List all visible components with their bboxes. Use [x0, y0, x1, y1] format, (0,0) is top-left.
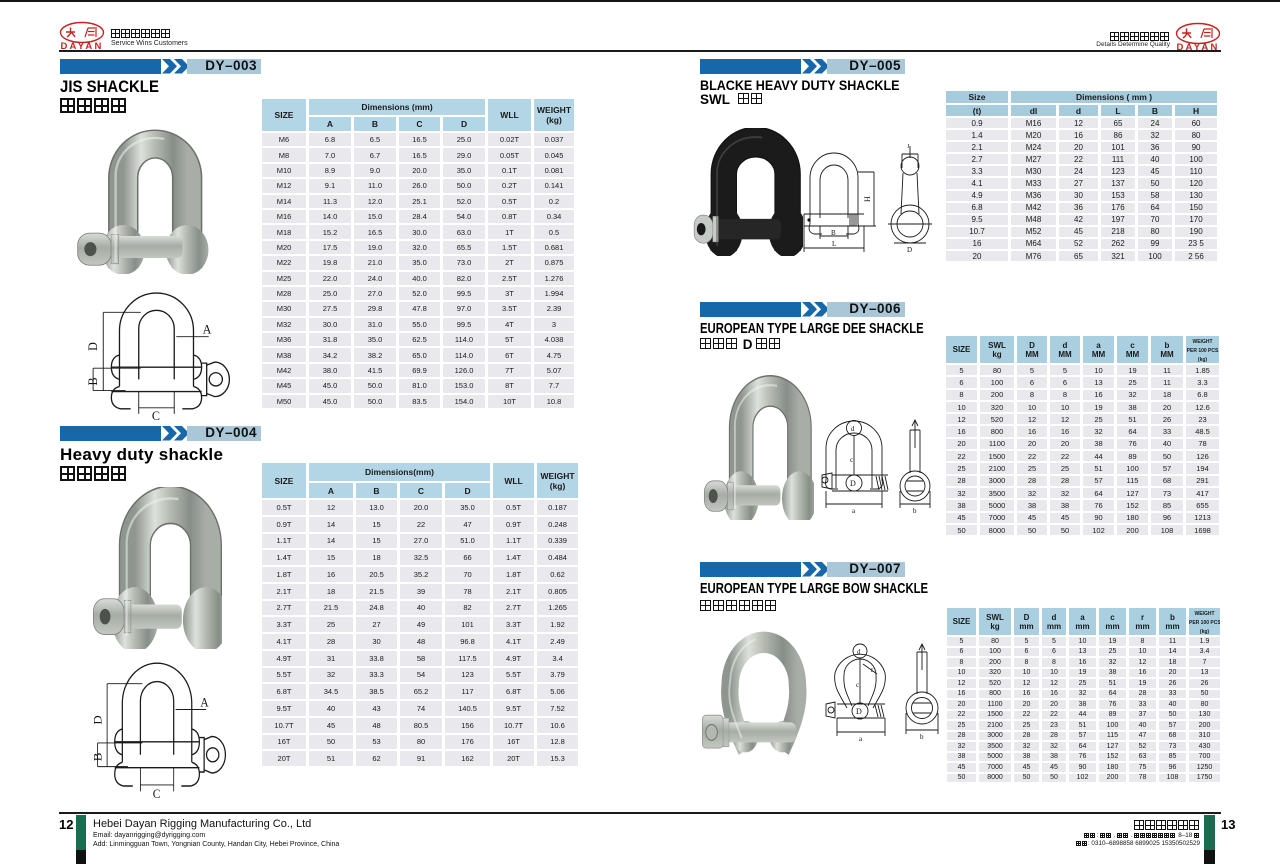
svg-text:B: B — [91, 753, 104, 762]
svg-text:J: J — [907, 144, 910, 150]
svg-text:a: a — [852, 507, 856, 515]
svg-text:B: B — [831, 229, 836, 237]
svg-text:r: r — [871, 666, 874, 674]
svg-text:c: c — [850, 456, 853, 464]
svg-text:B: B — [86, 377, 100, 385]
svg-text:DAYAN: DAYAN — [1176, 42, 1219, 52]
svg-text:d: d — [851, 425, 855, 433]
svg-text:a: a — [859, 735, 863, 743]
svg-text:A: A — [203, 323, 212, 337]
svg-text:H: H — [863, 196, 872, 202]
svg-text:D: D — [850, 479, 856, 488]
svg-text:c: c — [856, 681, 859, 689]
svg-text:b: b — [913, 507, 917, 515]
svg-text:D: D — [907, 246, 912, 254]
svg-text:A: A — [200, 695, 208, 710]
svg-text:d: d — [857, 648, 861, 656]
svg-text:D: D — [856, 707, 862, 716]
svg-text:b: b — [920, 733, 924, 741]
svg-text:C: C — [153, 786, 161, 800]
svg-text:C: C — [152, 409, 160, 422]
svg-text:D: D — [91, 715, 104, 725]
svg-text:L: L — [832, 240, 836, 248]
svg-text:D: D — [86, 342, 100, 351]
svg-text:DAYAN: DAYAN — [60, 41, 103, 51]
